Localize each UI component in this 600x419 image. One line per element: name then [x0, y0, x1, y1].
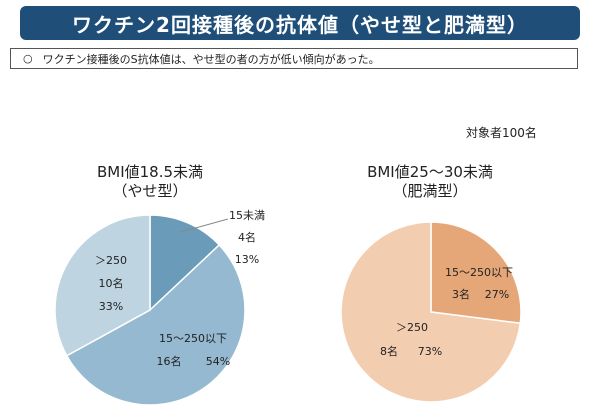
pie-slice-left-gt250 [54, 214, 151, 357]
left-mid-count: 16名 [157, 354, 182, 368]
right-mid-category: 15～250以下 [445, 266, 513, 279]
left-gt250-count: 10名 [99, 276, 124, 290]
right-chart-title-line1: BMI値25～30未満 [367, 163, 493, 181]
right-gt250-percent: 73% [418, 345, 442, 358]
title-banner: ワクチン2回接種後の抗体値（やせ型と肥満型） [20, 6, 580, 40]
left-pie [54, 214, 246, 406]
right-mid-percent: 27% [485, 288, 509, 301]
pie-slice-right-gt250 [340, 221, 522, 403]
page-title: ワクチン2回接種後の抗体値（やせ型と肥満型） [72, 12, 528, 37]
pie-slice-left-lt15 [149, 214, 221, 312]
right-mid-count: 3名 [452, 287, 470, 301]
left-lt15-leader-line [180, 218, 229, 233]
left-lt15-percent: 13% [235, 253, 259, 266]
right-pie [340, 221, 522, 403]
summary-box: ○ ワクチン接種後のS抗体値は、やせ型の者の方が低い傾向があった。 [10, 48, 578, 69]
right-chart-title: BMI値25～30未満 （肥満型） [350, 163, 510, 201]
left-lt15-count: 4名 [238, 230, 256, 244]
left-chart-title-line2: （やせ型） [112, 182, 188, 200]
left-chart-title-line1: BMI値18.5未満 [96, 163, 204, 181]
summary-text: ワクチン接種後のS抗体値は、やせ型の者の方が低い傾向があった。 [42, 52, 380, 66]
right-chart-title-line2: （肥満型） [392, 182, 468, 200]
left-gt250-percent: 33% [99, 300, 123, 313]
left-gt250-category: ＞250 [95, 254, 127, 267]
left-mid-percent: 54% [206, 355, 230, 368]
bullet-icon: ○ [23, 52, 33, 65]
pie-slice-right-15-250 [430, 221, 522, 325]
left-lt15-category: 15未満 [229, 209, 265, 222]
subjects-note: 対象者100名 [466, 126, 537, 140]
left-chart-title: BMI値18.5未満 （やせ型） [75, 163, 225, 201]
right-gt250-count: 8名 [380, 344, 398, 358]
right-gt250-category: ＞250 [396, 321, 428, 334]
pie-slice-left-15-250 [65, 243, 246, 406]
left-mid-category: 15～250以下 [159, 332, 227, 345]
